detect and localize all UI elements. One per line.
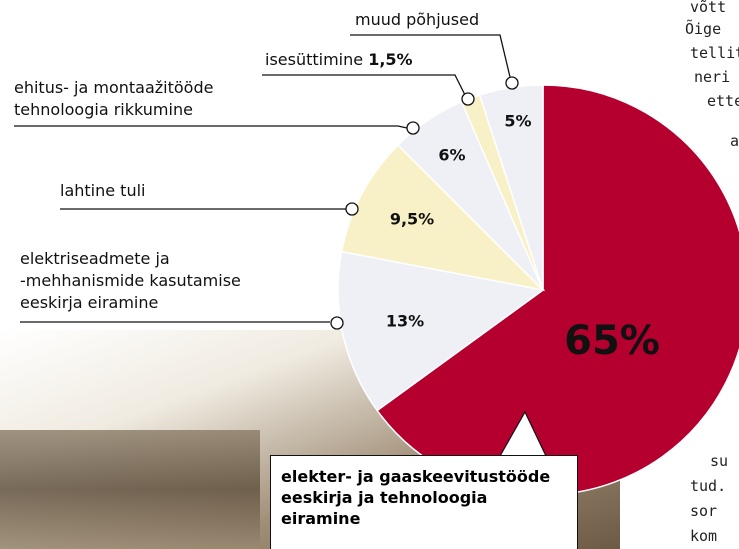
value-label: 1,5% [368,50,412,69]
article-text: võtt [690,0,726,16]
category-text: isesüttimine [265,50,363,69]
article-text: Õige [685,20,721,38]
article-text: a [730,132,739,150]
pie-slice [480,85,543,290]
category-label: elekter- ja gaaskeevitustööde eeskirja j… [270,455,578,549]
category-label: lahtine tuli [60,180,145,202]
article-text: ette [707,92,739,110]
article-text: su [710,452,728,470]
article-text: neri [694,68,730,86]
pie-slice [462,95,543,290]
article-text: sor [690,502,717,520]
value-label: 5% [504,112,531,131]
category-label: ehitus- ja montaažitööde tehnoloogia rik… [14,77,213,121]
leader-dot [407,122,419,134]
infographic: elektriseadmete ja -mehhanismide kasutam… [0,0,739,549]
article-text: tellit [690,44,739,62]
leader-line [262,75,465,95]
leader-dot [462,93,474,105]
background-photo [0,430,260,549]
category-label: isesüttimine 1,5% [265,49,413,71]
article-text: kom [690,527,717,545]
category-label: elektriseadmete ja -mehhanismide kasutam… [20,248,241,314]
article-text: tud. [690,477,726,495]
pie-slice [342,145,543,290]
leader-dot [346,203,358,215]
leader-dot [331,317,343,329]
value-label: 13% [386,312,424,331]
leader-dot [506,77,518,89]
value-label: 6% [438,146,465,165]
pie-slice [398,102,543,290]
value-label: 9,5% [390,210,434,229]
leader-line [14,126,407,128]
category-label: muud põhjused [355,9,479,31]
